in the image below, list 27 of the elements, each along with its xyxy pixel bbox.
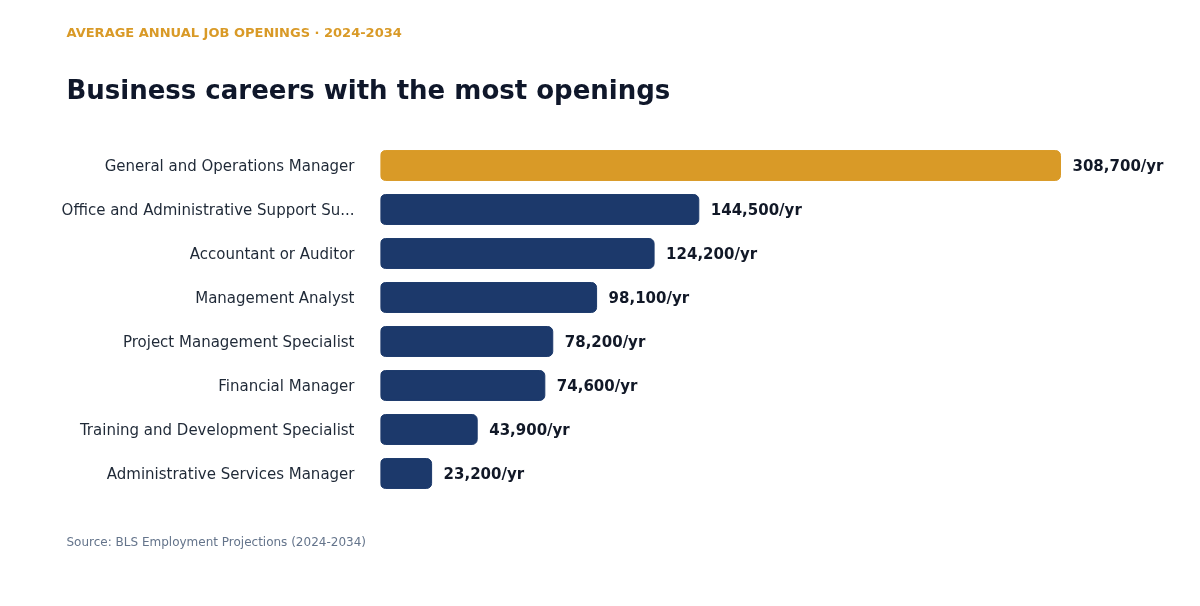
data-label: 74,600/yr	[556, 376, 638, 395]
bar	[380, 282, 598, 313]
bar	[380, 458, 433, 489]
data-label: 144,500/yr	[710, 200, 803, 219]
y-tick-label: Financial Manager	[218, 376, 356, 395]
bar	[380, 194, 700, 225]
y-tick-label: Training and Development Specialist	[78, 420, 355, 439]
y-tick-label: Office and Administrative Support Su...	[61, 200, 355, 219]
data-label: 78,200/yr	[564, 332, 646, 351]
bar	[380, 370, 546, 401]
data-label: 308,700/yr	[1072, 156, 1165, 175]
chart-title: Business careers with the most openings	[66, 75, 671, 105]
y-tick-label: Administrative Services Manager	[106, 464, 356, 483]
bar	[380, 150, 1061, 181]
bar	[380, 238, 655, 269]
y-tick-label: Project Management Specialist	[122, 332, 355, 351]
data-label: 124,200/yr	[666, 244, 758, 263]
data-label: 23,200/yr	[443, 464, 525, 483]
y-tick-label: Accountant or Auditor	[189, 244, 356, 263]
bar	[380, 414, 478, 445]
y-tick-label: Management Analyst	[195, 288, 355, 307]
text: AVERAGE ANNUAL JOB OPENINGS · 2024-2034	[66, 24, 402, 40]
source-note: Source: BLS Employment Projections (2024-2034)	[66, 534, 366, 549]
y-tick-label: General and Operations Manager	[104, 156, 356, 175]
data-label: 98,100/yr	[608, 288, 690, 307]
data-label: 43,900/yr	[489, 420, 571, 439]
bar	[380, 326, 554, 357]
